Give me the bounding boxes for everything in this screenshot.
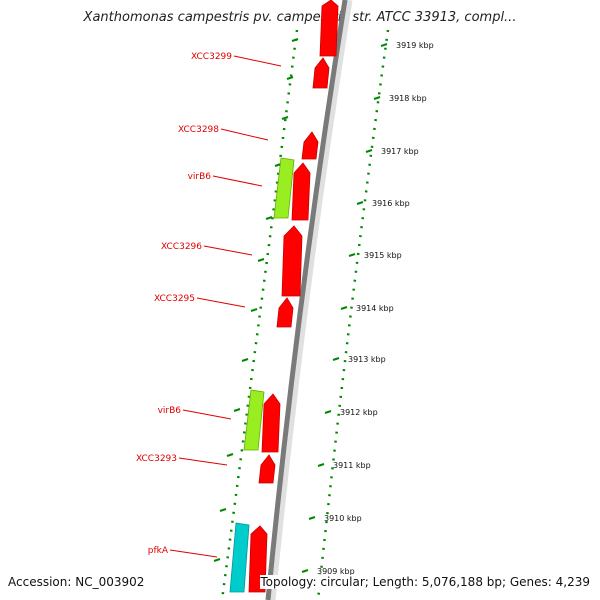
kbp-tick (332, 357, 340, 361)
accession-label: Accession: NC_003902 (8, 575, 145, 589)
ring-tick (265, 216, 273, 220)
kbp-tick (301, 569, 309, 573)
gene-reverse-virb6 (273, 157, 295, 219)
ring-tick (286, 76, 294, 80)
kbp-label: 3917 kbp (381, 147, 419, 156)
gene-label-leader (203, 245, 253, 256)
gene-label: pfkA (148, 546, 169, 556)
ring-tick (241, 358, 249, 362)
gene-forward (281, 225, 303, 297)
gene-label-leader (196, 297, 246, 308)
backbone-shadow (266, 0, 353, 600)
inner-dotted-ring (220, 29, 299, 600)
kbp-label: 3918 kbp (389, 94, 427, 103)
kbp-label: 3919 kbp (396, 41, 434, 50)
kbp-tick (324, 410, 332, 414)
gene-label-leader (169, 549, 218, 558)
ring-tick (281, 116, 289, 120)
gene-forward (276, 297, 294, 328)
kbp-label: 3913 kbp (348, 355, 386, 364)
gene-label-leader (182, 409, 232, 420)
gene-reverse-virb6 (243, 389, 265, 451)
gene-forward (258, 454, 276, 484)
ring-tick (233, 408, 241, 412)
kbp-label: 3909 kbp (317, 567, 355, 576)
gene-forward (312, 57, 330, 89)
ring-tick (219, 508, 227, 512)
gene-label: XCC3298 (178, 125, 219, 135)
kbp-tick (317, 463, 325, 467)
kbp-tick (356, 201, 364, 205)
kbp-tick (380, 43, 388, 47)
gene-label: virB6 (158, 406, 182, 416)
gene-label-leader (212, 175, 263, 187)
gene-reverse-pfka (229, 522, 250, 593)
gene-label-leader (178, 457, 228, 466)
gene-forward (261, 393, 281, 453)
genome-title: Xanthomonas campestris pv. campestris st… (83, 10, 517, 25)
outer-dotted-ring (316, 29, 390, 600)
backbone-line (265, 0, 348, 600)
kbp-label: 3911 kbp (333, 461, 371, 470)
ring-tick (291, 38, 299, 42)
topology-label: Topology: circular; Length: 5,076,188 bp… (260, 575, 590, 589)
gene-label: XCC3299 (191, 52, 232, 62)
ring-tick (226, 453, 234, 457)
gene-label-leader (233, 55, 282, 67)
gene-forward (301, 131, 319, 160)
kbp-label: 3915 kbp (364, 251, 402, 260)
ring-tick (213, 558, 221, 562)
kbp-label: 3910 kbp (324, 514, 362, 523)
ring-tick (257, 258, 265, 262)
kbp-tick (308, 516, 316, 520)
gene-label: XCC3295 (154, 294, 195, 304)
gene-label: virB6 (188, 172, 212, 182)
gene-forward (319, 0, 339, 57)
gene-label-leader (220, 128, 269, 141)
kbp-tick (365, 149, 373, 153)
gene-label: XCC3296 (161, 242, 202, 252)
gene-label: XCC3293 (136, 454, 177, 464)
kbp-label: 3916 kbp (372, 199, 410, 208)
kbp-tick (348, 253, 356, 257)
kbp-label: 3914 kbp (356, 304, 394, 313)
kbp-tick (373, 96, 381, 100)
ring-tick (250, 308, 258, 312)
gene-forward (291, 162, 311, 221)
kbp-label: 3912 kbp (340, 408, 378, 417)
kbp-tick (340, 306, 348, 310)
